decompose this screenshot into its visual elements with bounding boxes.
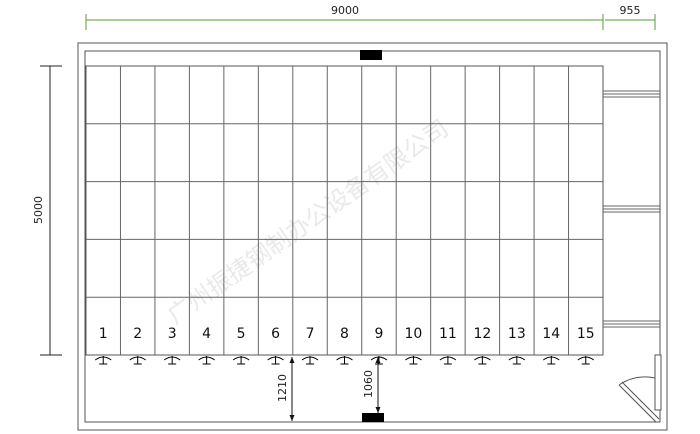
side-rails	[603, 90, 660, 328]
dimension-width-side: 955	[620, 4, 641, 17]
door	[618, 354, 662, 423]
column-label: 15	[577, 326, 595, 342]
shelving-grid	[85, 65, 604, 356]
column-label: 4	[202, 326, 211, 342]
column-label: 8	[340, 326, 349, 342]
column-label: 2	[133, 326, 142, 342]
lamp-icon	[543, 356, 560, 365]
lamp-icon	[474, 356, 491, 365]
lamp-icon	[232, 356, 250, 365]
top-fixture	[360, 50, 382, 60]
dimension-top	[85, 14, 656, 30]
dimension-left	[40, 65, 62, 356]
lamp-icon	[163, 356, 181, 365]
lamp-icon	[129, 356, 146, 365]
outer-wall	[77, 42, 668, 431]
column-label: 13	[508, 326, 526, 342]
column-label: 11	[439, 326, 457, 342]
dimension-aisle-right: 1060	[362, 370, 375, 398]
column-label: 9	[375, 326, 384, 342]
column-label: 10	[405, 326, 423, 342]
column-label: 14	[542, 326, 560, 342]
lamp-icon	[94, 356, 112, 365]
lamp-icon	[405, 356, 422, 365]
lamp-icon	[301, 356, 319, 365]
column-label: 12	[473, 326, 491, 342]
lamp-icon	[336, 356, 353, 365]
dimension-aisle-left: 1210	[276, 374, 289, 402]
inner-wall	[84, 50, 661, 423]
lamp-icon	[198, 356, 215, 365]
column-label: 7	[306, 326, 315, 342]
lamp-icon	[267, 356, 284, 365]
grid-border	[85, 65, 604, 356]
bottom-fixture	[362, 413, 384, 422]
lamp-icon	[508, 356, 526, 365]
lamp-icon	[439, 356, 457, 365]
dimension-height: 5000	[32, 196, 45, 224]
lamps	[94, 356, 595, 365]
column-label: 3	[168, 326, 177, 342]
column-label: 6	[271, 326, 280, 342]
aisle-dimension-lines	[291, 357, 379, 421]
column-label: 1	[99, 326, 108, 342]
dimension-width-main: 9000	[331, 4, 359, 17]
column-label: 5	[237, 326, 246, 342]
column-labels: 1 2 3 4 5 6 7 8 9 10 11 12 13 14 15	[99, 326, 595, 342]
lamp-icon	[577, 356, 595, 365]
